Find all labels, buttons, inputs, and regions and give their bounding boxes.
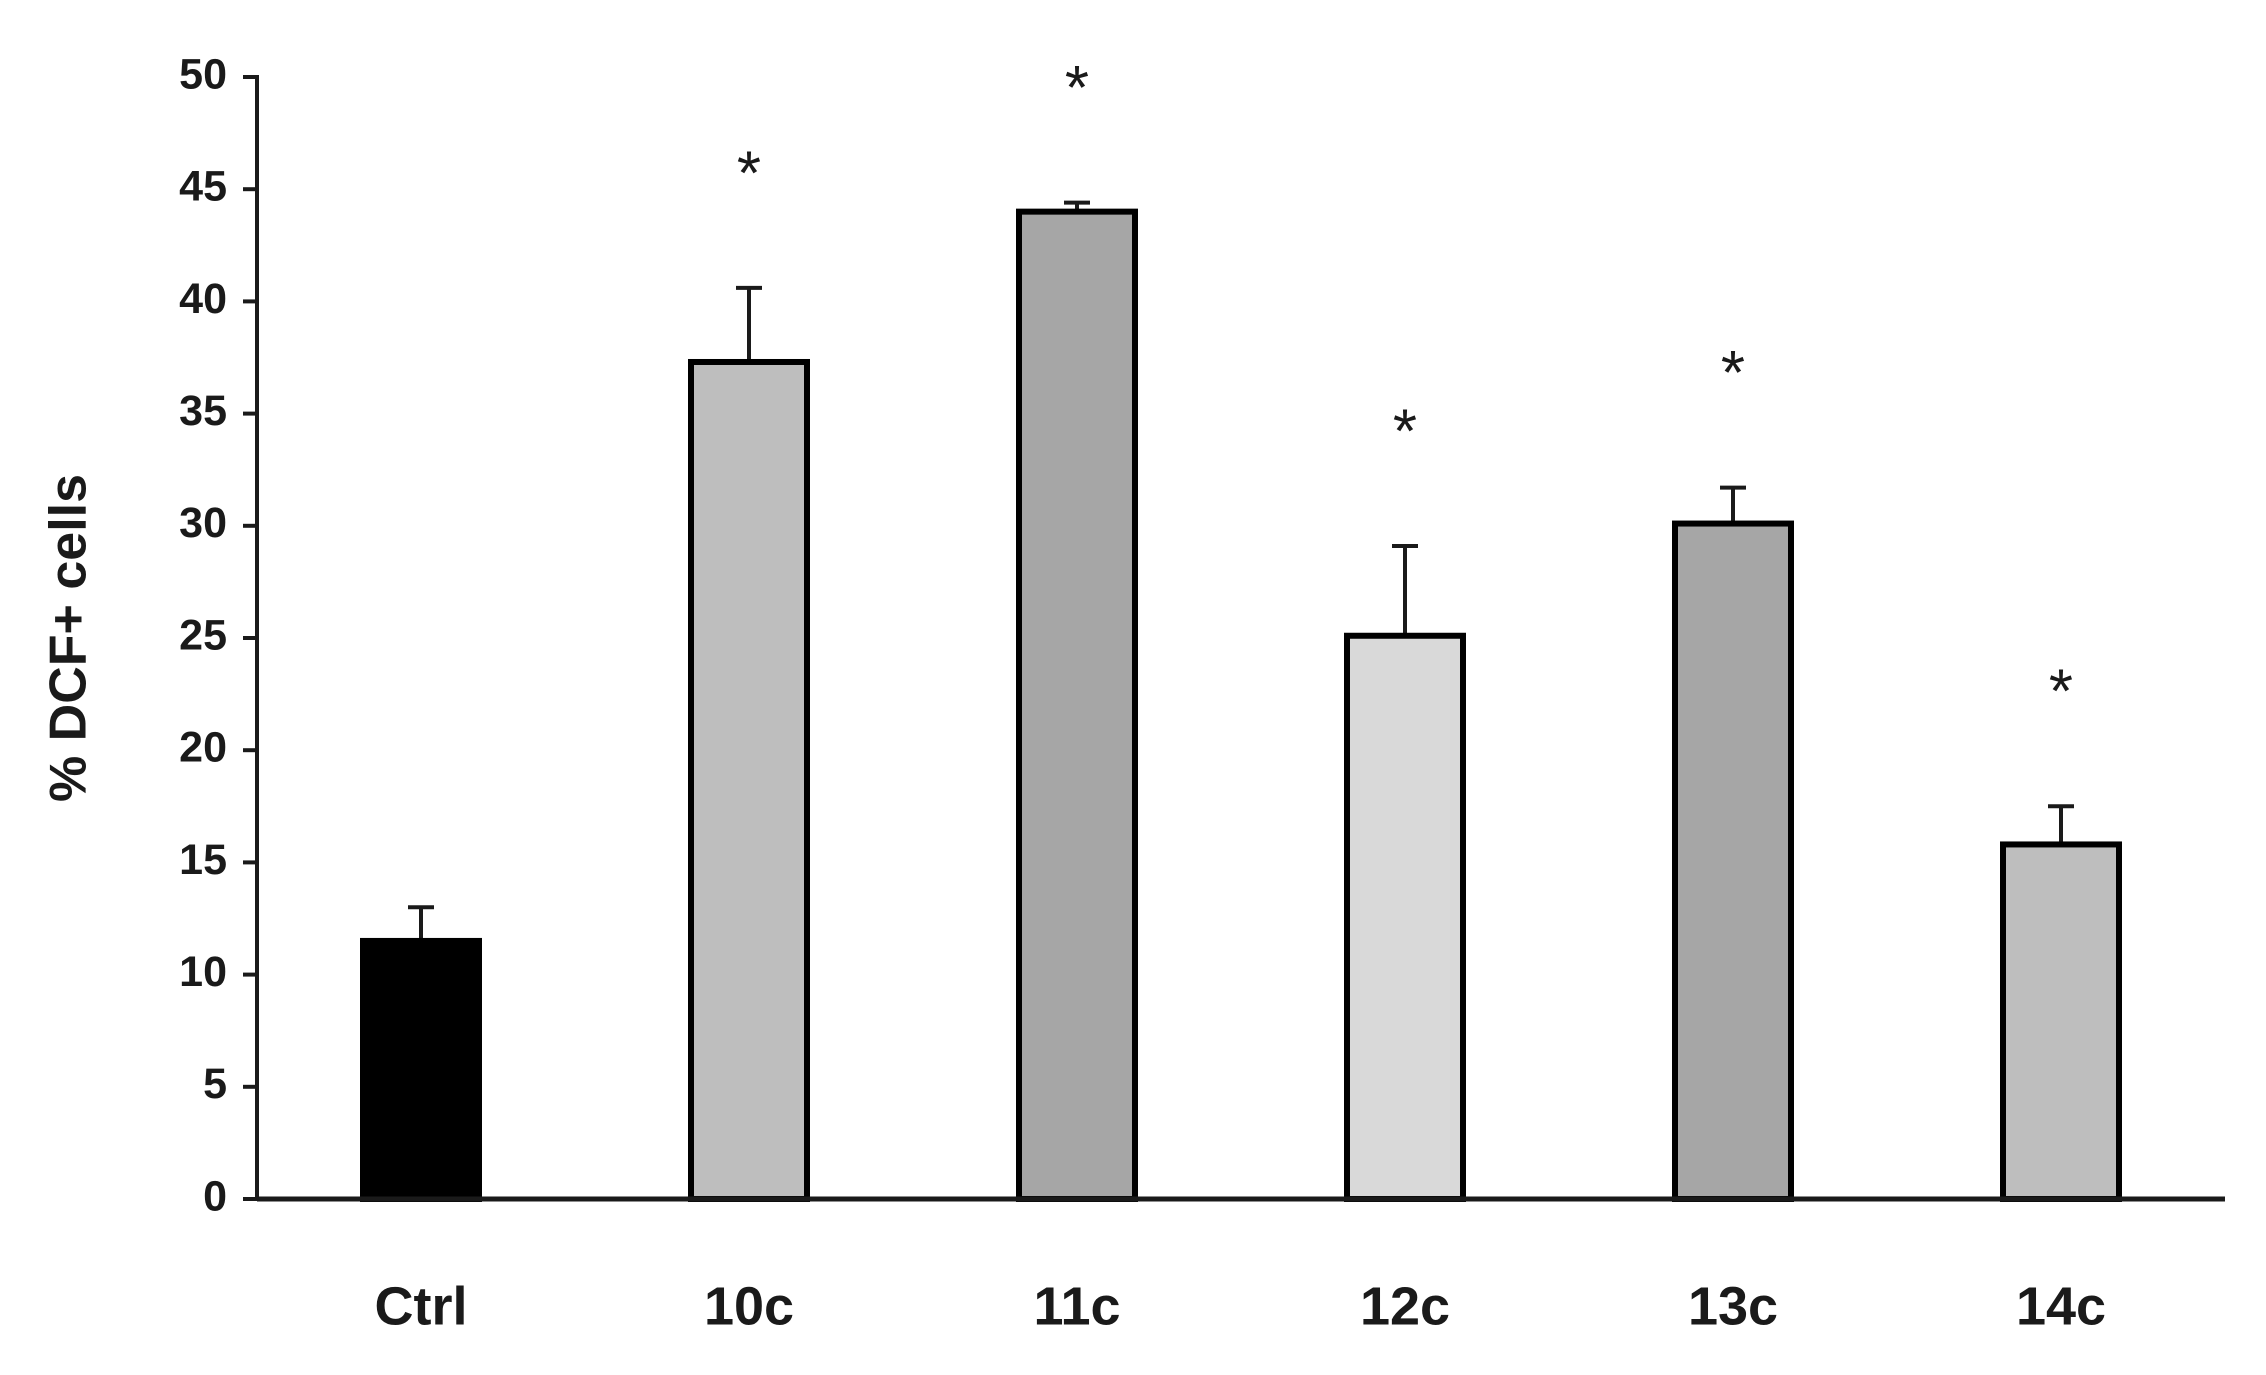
y-tick-label: 30 xyxy=(179,499,227,547)
y-axis-label: % DCF+ cells xyxy=(40,474,98,802)
y-tick-label: 10 xyxy=(179,948,227,996)
significance-mark: * xyxy=(1065,54,1089,123)
y-tick-label: 45 xyxy=(179,163,227,211)
y-tick-label: 20 xyxy=(179,724,227,772)
significance-mark: * xyxy=(737,139,761,208)
y-tick-label: 5 xyxy=(203,1060,227,1108)
x-tick-label: 13c xyxy=(1688,1276,1778,1336)
bar xyxy=(1016,208,1138,1202)
y-tick-label: 25 xyxy=(179,611,227,659)
significance-mark: * xyxy=(1721,339,1745,408)
x-tick-label: 14c xyxy=(2016,1276,2106,1336)
bar xyxy=(688,358,810,1203)
bar xyxy=(360,937,482,1202)
y-tick-label: 15 xyxy=(179,836,227,884)
y-tick-label: 40 xyxy=(179,275,227,323)
x-tick-label: 12c xyxy=(1360,1276,1450,1336)
significance-mark: * xyxy=(2049,658,2073,727)
y-tick-label: 50 xyxy=(179,50,227,98)
y-tick-label: 35 xyxy=(179,387,227,435)
bar xyxy=(2000,841,2122,1202)
x-tick-label: Ctrl xyxy=(375,1276,468,1336)
bar xyxy=(1344,632,1466,1202)
bar xyxy=(1672,520,1794,1202)
x-tick-label: 11c xyxy=(1033,1276,1120,1336)
significance-mark: * xyxy=(1393,397,1417,466)
y-tick-label: 0 xyxy=(203,1172,227,1220)
x-tick-label: 10c xyxy=(704,1276,794,1336)
